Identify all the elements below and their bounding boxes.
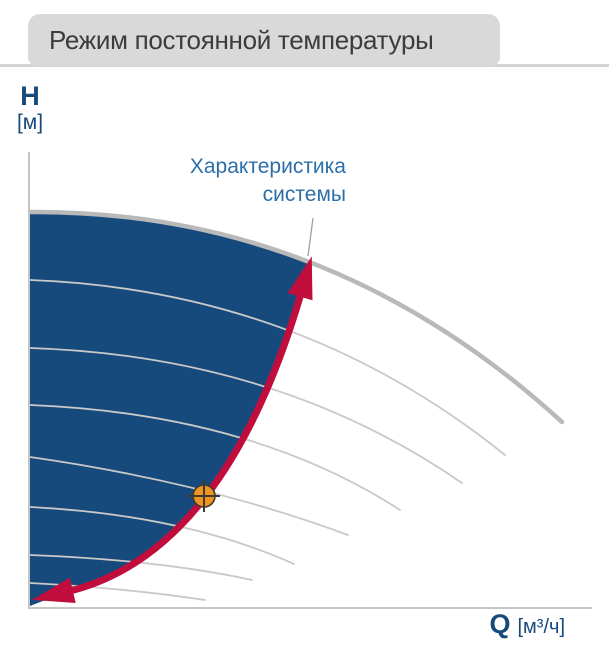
mode-tab: Режим постоянной температуры [28, 14, 500, 66]
mode-tab-label: Режим постоянной температуры [49, 24, 434, 55]
y-axis-label: H [м] [8, 82, 52, 136]
system-curve-annotation-line1: Характеристика [189, 155, 346, 178]
pump-curve-max-speed [27, 209, 565, 425]
x-axis-unit: [м³/ч] [517, 616, 566, 638]
x-axis-symbol: Q [489, 609, 511, 639]
control-range-region [30, 211, 308, 606]
y-axis-unit: [м] [16, 111, 44, 134]
axes [28, 152, 592, 609]
annotation-leader-line [307, 217, 314, 257]
system-curve-annotation: Характеристика системы [190, 153, 346, 209]
x-axis-label: Q [м³/ч] [489, 609, 565, 640]
operating-point-marker [188, 480, 220, 512]
system-curve-annotation-line2: системы [262, 183, 346, 206]
y-axis-symbol: H [20, 81, 40, 111]
